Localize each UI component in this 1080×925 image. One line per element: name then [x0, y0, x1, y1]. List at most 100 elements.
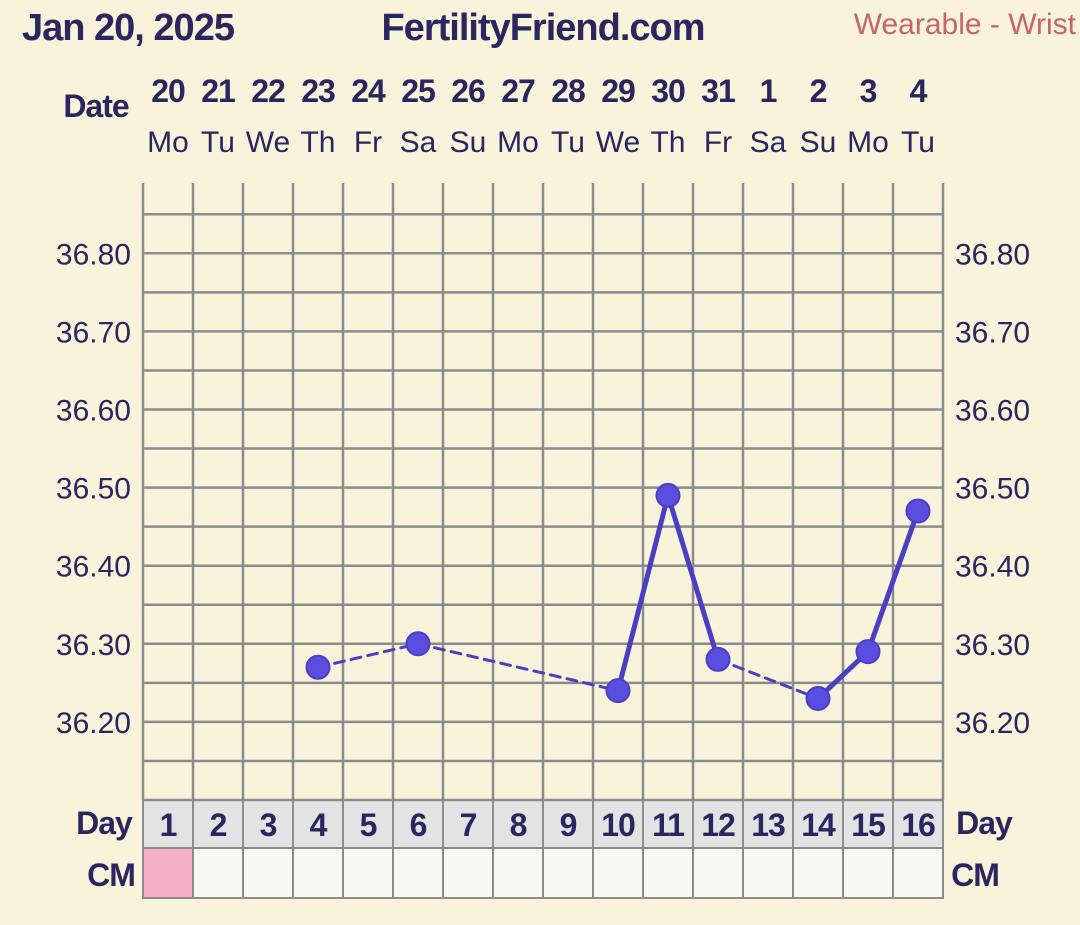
cycle-day-label: 5: [360, 807, 377, 843]
temperature-point: [855, 639, 881, 665]
series-segment-dashed: [416, 642, 620, 693]
weekday-label: Fr: [704, 126, 732, 159]
weekday-label: Fr: [354, 126, 382, 159]
date-label: 23: [301, 73, 335, 109]
temperature-point: [805, 685, 831, 711]
site-name[interactable]: FertilityFriend.com: [381, 7, 705, 49]
cycle-day-label: 7: [460, 807, 477, 843]
series-segment: [665, 492, 721, 662]
cycle-day-label: 4: [310, 807, 328, 843]
cm-cell: [242, 847, 294, 899]
chart-grid: [141, 183, 945, 802]
weekday-label: Tu: [901, 126, 935, 159]
cycle-day-label: 10: [601, 807, 635, 843]
date-label: 22: [251, 73, 285, 109]
cycle-day-label: 12: [701, 807, 735, 843]
temperature-point: [405, 631, 431, 657]
day-cell: [192, 799, 244, 849]
y-tick-label: 36.50: [955, 473, 1030, 506]
day-row-label-left: Day: [76, 805, 133, 841]
date-label: 30: [651, 73, 685, 109]
cycle-day-label: 15: [851, 807, 885, 843]
day-cell: [692, 799, 744, 849]
y-tick-label: 36.20: [955, 707, 1030, 740]
weekday-label: Su: [450, 126, 487, 159]
series-segment: [865, 508, 921, 655]
y-axis-right: 36.80 36.70 36.60 36.50 36.40 36.30 36.20: [955, 238, 1030, 740]
date-label: 31: [701, 73, 735, 109]
y-tick-label: 36.40: [56, 551, 131, 584]
cycle-day-label: 6: [410, 807, 427, 843]
temperature-point: [305, 654, 331, 680]
weekday-label: We: [596, 126, 640, 159]
date-labels: 20 21 22 23 24 25 26 27 28 29 30 31 1 2 3 4: [151, 73, 928, 109]
cm-row-label-left: CM: [87, 857, 135, 893]
y-axis-left: 36.80 36.70 36.60 36.50 36.40 36.30 36.20: [56, 238, 131, 740]
temperature-point: [705, 646, 731, 672]
weekday-label: Sa: [400, 126, 437, 159]
cm-cell: [442, 847, 494, 899]
cm-cell: [692, 847, 744, 899]
day-cell: [842, 799, 894, 849]
y-tick-label: 36.70: [56, 316, 131, 349]
weekday-label: Mo: [497, 126, 539, 159]
temperature-source: Wearable - Wrist: [854, 8, 1077, 41]
series-segment: [615, 492, 671, 694]
cm-cell: [542, 847, 594, 899]
weekday-label: Mo: [147, 126, 189, 159]
temperature-point: [655, 482, 681, 508]
cm-row-label-right: CM: [951, 857, 999, 893]
cm-cell: [292, 847, 344, 899]
y-tick-label: 36.80: [955, 238, 1030, 271]
cm-cell: [492, 847, 544, 899]
cm-cell: [642, 847, 694, 899]
weekday-label: Mo: [847, 126, 889, 159]
cm-cell: [392, 847, 444, 899]
weekday-label: Tu: [201, 126, 235, 159]
day-cell: [742, 799, 794, 849]
day-cm-rows: [142, 799, 944, 899]
weekday-label: Th: [650, 126, 685, 159]
date-label: 25: [401, 73, 435, 109]
y-tick-label: 36.30: [56, 629, 131, 662]
day-cell: [792, 799, 844, 849]
cycle-day-label: 2: [210, 807, 227, 843]
weekday-label: Tu: [551, 126, 585, 159]
cm-cell-marked: [142, 847, 194, 899]
y-tick-label: 36.60: [955, 394, 1030, 427]
weekday-label: We: [246, 126, 290, 159]
date-label: 1: [760, 73, 777, 109]
cycle-day-label: 13: [751, 807, 785, 843]
date-label: 2: [810, 73, 827, 109]
weekday-labels: Mo Tu We Th Fr Sa Su Mo Tu We Th Fr Sa Su Mo Tu: [147, 126, 935, 159]
date-label: 29: [601, 73, 635, 109]
cm-cell: [192, 847, 244, 899]
cycle-day-label: 8: [510, 807, 527, 843]
date-label: 4: [910, 73, 928, 109]
y-tick-label: 36.50: [56, 473, 131, 506]
chart-date-title: Jan 20, 2025: [22, 7, 235, 49]
date-label: 28: [551, 73, 585, 109]
y-tick-label: 36.60: [56, 394, 131, 427]
date-label: 24: [351, 73, 386, 109]
cycle-day-label: 9: [560, 807, 577, 843]
cycle-day-label: 11: [652, 807, 684, 843]
temperature-point: [605, 678, 631, 704]
day-cell: [542, 799, 594, 849]
day-row-label-right: Day: [956, 805, 1013, 841]
date-label: 20: [151, 73, 185, 109]
cm-cell: [592, 847, 644, 899]
temperature-points: [305, 482, 931, 711]
weekday-label: Su: [800, 126, 837, 159]
cm-cell: [792, 847, 844, 899]
date-label: 21: [201, 73, 235, 109]
cm-cell: [892, 847, 944, 899]
date-label: 3: [860, 73, 877, 109]
series-segment-dashed: [716, 657, 820, 700]
series-segment-dashed: [316, 642, 420, 669]
y-tick-label: 36.30: [955, 629, 1030, 662]
cycle-day-label: 14: [801, 807, 836, 843]
date-row-label: Date: [63, 88, 129, 124]
